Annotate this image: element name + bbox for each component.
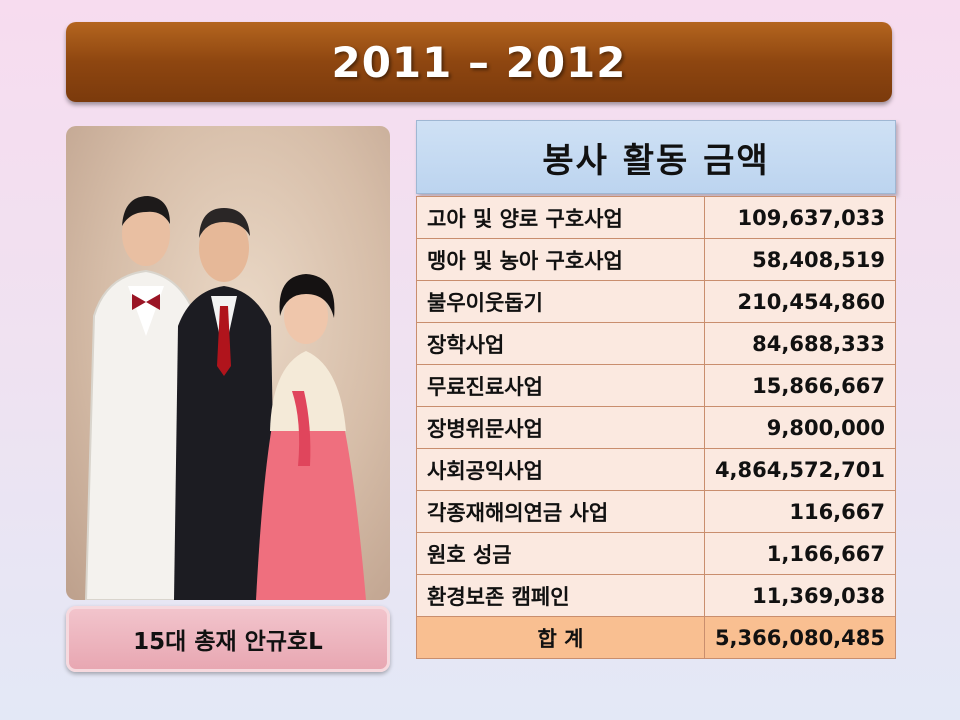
table-row: 무료진료사업 15,866,667 xyxy=(416,364,897,407)
table-header: 봉사 활동 금액 xyxy=(416,120,896,194)
row-amount: 4,864,572,701 xyxy=(703,448,897,491)
row-name: 원호 성금 xyxy=(416,532,705,575)
table-row: 고아 및 양로 구호사업 109,637,033 xyxy=(416,196,897,239)
total-label: 합 계 xyxy=(416,616,705,659)
table-row: 불우이웃돕기 210,454,860 xyxy=(416,280,897,323)
portrait-illustration xyxy=(84,196,366,600)
row-amount: 9,800,000 xyxy=(703,406,897,449)
table-row: 장학사업 84,688,333 xyxy=(416,322,897,365)
row-name: 환경보존 캠페인 xyxy=(416,574,705,617)
service-amount-table: 봉사 활동 금액 고아 및 양로 구호사업 109,637,033 맹아 및 농아… xyxy=(416,120,897,659)
total-amount: 5,366,080,485 xyxy=(703,616,897,659)
table-row: 원호 성금 1,166,667 xyxy=(416,532,897,575)
row-name: 고아 및 양로 구호사업 xyxy=(416,196,705,239)
row-amount: 1,166,667 xyxy=(703,532,897,575)
page-title: 2011 – 2012 xyxy=(331,37,627,87)
caption-text: 15대 총재 안규호L xyxy=(133,629,323,655)
row-amount: 84,688,333 xyxy=(703,322,897,365)
row-name: 무료진료사업 xyxy=(416,364,705,407)
row-name: 맹아 및 농아 구호사업 xyxy=(416,238,705,281)
row-amount: 15,866,667 xyxy=(703,364,897,407)
row-amount: 109,637,033 xyxy=(703,196,897,239)
title-banner: 2011 – 2012 xyxy=(66,22,892,102)
total-row: 합 계 5,366,080,485 xyxy=(416,616,897,659)
row-name: 사회공익사업 xyxy=(416,448,705,491)
photo-caption: 15대 총재 안규호L xyxy=(66,606,390,672)
table-row: 맹아 및 농아 구호사업 58,408,519 xyxy=(416,238,897,281)
table-row: 환경보존 캠페인 11,369,038 xyxy=(416,574,897,617)
row-name: 각종재해의연금 사업 xyxy=(416,490,705,533)
table-row: 사회공익사업 4,864,572,701 xyxy=(416,448,897,491)
row-amount: 11,369,038 xyxy=(703,574,897,617)
table-row: 각종재해의연금 사업 116,667 xyxy=(416,490,897,533)
table-row: 장병위문사업 9,800,000 xyxy=(416,406,897,449)
portrait-photo xyxy=(66,126,390,600)
row-amount: 58,408,519 xyxy=(703,238,897,281)
row-amount: 210,454,860 xyxy=(703,280,897,323)
row-name: 장학사업 xyxy=(416,322,705,365)
table-title: 봉사 활동 금액 xyxy=(542,140,770,181)
amount-table: 고아 및 양로 구호사업 109,637,033 맹아 및 농아 구호사업 58,4… xyxy=(416,196,897,659)
row-amount: 116,667 xyxy=(703,490,897,533)
row-name: 장병위문사업 xyxy=(416,406,705,449)
row-name: 불우이웃돕기 xyxy=(416,280,705,323)
